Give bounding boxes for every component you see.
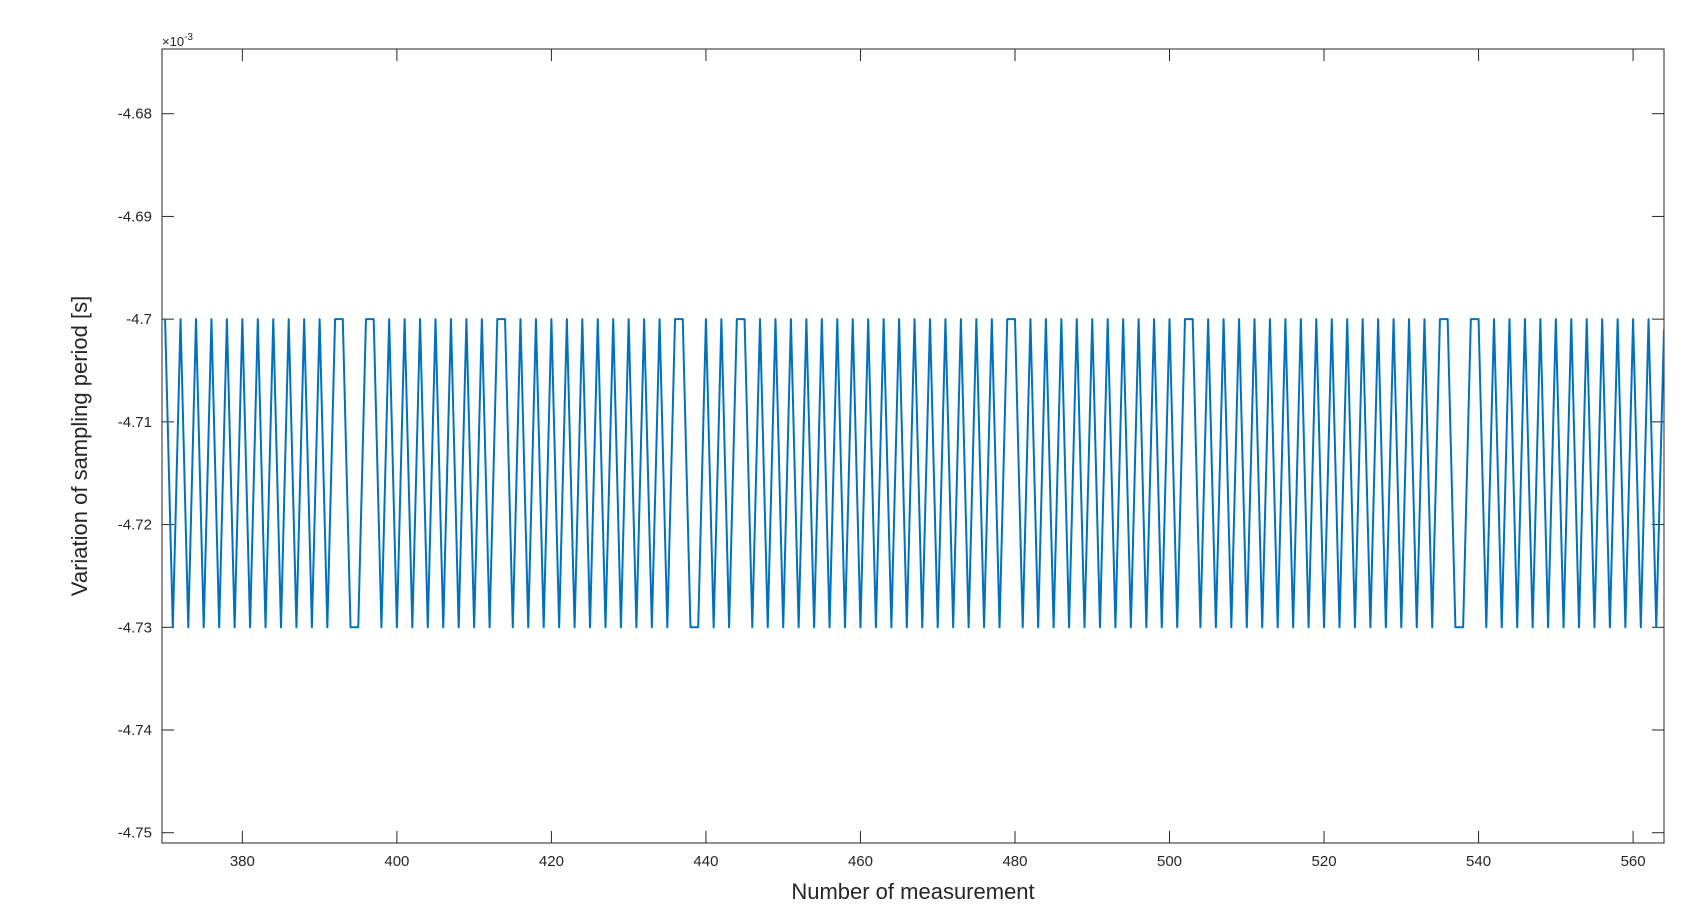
y-multiplier: ×10-3 (162, 32, 193, 49)
y-axis-title: Variation of sampling period [s] (67, 296, 92, 596)
x-tick-label: 440 (693, 853, 718, 870)
x-tick-label: 420 (539, 853, 564, 870)
y-tick-label: -4.74 (118, 722, 152, 739)
y-tick-label: -4.69 (118, 208, 152, 225)
x-tick-label: 520 (1312, 853, 1337, 870)
x-tick-label: 480 (1002, 853, 1027, 870)
x-tick-label: 560 (1621, 853, 1646, 870)
x-tick-label: 540 (1466, 853, 1491, 870)
x-tick-label: 460 (848, 853, 873, 870)
y-tick-label: -4.68 (118, 106, 152, 123)
x-axis-title: Number of measurement (791, 879, 1034, 904)
y-multiplier-exponent: -3 (184, 32, 193, 43)
y-tick-label: -4.71 (118, 414, 152, 431)
x-tick-label: 380 (230, 853, 255, 870)
axes-box (161, 48, 1665, 844)
y-tick-label: -4.75 (118, 825, 152, 842)
y-tick-label: -4.72 (118, 517, 152, 534)
y-multiplier-base: ×10 (162, 34, 184, 49)
x-tick-label: 500 (1157, 853, 1182, 870)
y-tick-label: -4.7 (126, 311, 152, 328)
x-tick-label: 400 (384, 853, 409, 870)
data-line (164, 318, 1664, 629)
y-tick-label: -4.73 (118, 619, 152, 636)
